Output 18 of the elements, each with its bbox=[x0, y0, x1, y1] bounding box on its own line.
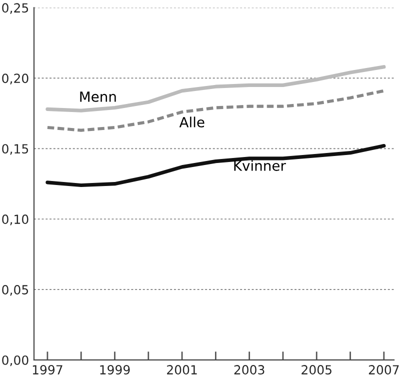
x-tick-label: 1999 bbox=[100, 365, 130, 375]
line-series bbox=[46, 65, 386, 112]
x-tick-label: 2005 bbox=[302, 365, 332, 375]
line-series bbox=[46, 144, 386, 188]
x-tick-label: 2001 bbox=[167, 365, 197, 375]
y-tick-label: 0,20 bbox=[2, 74, 28, 84]
y-tick-label: 0,05 bbox=[2, 284, 28, 296]
series-label: Menn bbox=[80, 92, 116, 102]
y-tick-label: 0,25 bbox=[2, 3, 28, 14]
x-tick-label: 2003 bbox=[234, 365, 264, 375]
y-tick-label: 0,00 bbox=[2, 355, 28, 366]
x-tick-label: 1997 bbox=[32, 365, 62, 375]
x-tick-label: 2007 bbox=[368, 365, 399, 375]
line-series bbox=[46, 89, 386, 132]
y-tick-label: 0,15 bbox=[2, 144, 28, 155]
series-label: Alle bbox=[179, 116, 204, 128]
y-tick-label: 0,10 bbox=[2, 214, 28, 226]
series-label: Kvinner bbox=[234, 160, 286, 171]
